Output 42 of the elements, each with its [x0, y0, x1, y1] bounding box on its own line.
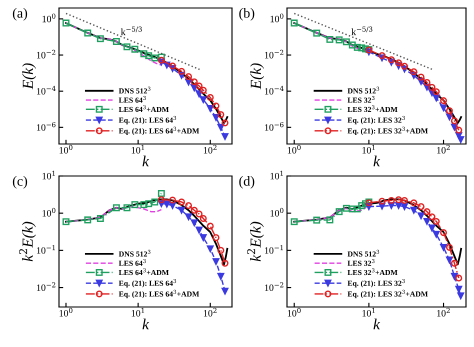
y-tick-label: 10$^{−6}$ [264, 122, 284, 131]
x-tick-label: 10$^{0}$ [288, 144, 301, 154]
x-tick-label: 10$^{1}$ [132, 308, 144, 317]
x-tick-label: 10$^{1}$ [362, 144, 375, 154]
y-tick-label: 10$^{−6}$ [36, 122, 56, 131]
x-axis-title: k [374, 156, 380, 166]
chart-title: (a) [12, 8, 28, 21]
x-tick-label: 10$^{0}$ [288, 308, 301, 317]
y-tick-label: 10$^{−4}$ [264, 86, 284, 95]
x-tick-label: 10$^{1}$ [132, 144, 144, 154]
y-tick-label: 10$^{0}$ [42, 14, 56, 22]
chart-title: (b) [239, 8, 254, 21]
y-axis-title: E(k) [22, 63, 36, 90]
y-tick-label: 10$^{−4}$ [36, 86, 56, 95]
y-axis-title: k$^{2}$E(k) [19, 222, 36, 262]
y-tick-label: 10$^{0}$ [270, 208, 284, 217]
y-tick-label: 10$^{−2}$ [264, 282, 284, 291]
y-tick-label: 10$^{−1}$ [36, 245, 55, 254]
x-tick-label: 10$^{0}$ [60, 308, 72, 317]
y-axis-title: E(k) [250, 63, 264, 90]
x-tick-label: 10$^{2}$ [437, 308, 450, 317]
y-axis-title: k$^{2}$E(k) [247, 222, 264, 262]
x-tick-label: 10$^{2}$ [204, 144, 217, 154]
x-axis-title: k [374, 318, 380, 330]
chart-title: (c) [12, 176, 28, 189]
y-tick-label: 10$^{1}$ [42, 170, 55, 180]
x-tick-label: 10$^{0}$ [60, 144, 72, 154]
x-tick-label: 10$^{2}$ [204, 308, 217, 317]
annotation: k$^{−5/3}$ [351, 26, 372, 36]
x-axis-title: k [142, 156, 150, 166]
y-tick-label: 10$^{−1}$ [264, 245, 283, 254]
chart-title: (d) [239, 176, 254, 189]
y-tick-label: 10$^{1}$ [270, 170, 283, 180]
y-tick-label: 10$^{−2}$ [264, 50, 284, 58]
y-tick-label: 10$^{−2}$ [36, 50, 56, 58]
annotation: k$^{−5/3}$ [120, 26, 142, 36]
x-axis-title: k [142, 318, 150, 330]
y-tick-label: 10$^{−2}$ [36, 282, 56, 291]
x-tick-label: 10$^{1}$ [362, 308, 375, 317]
y-tick-label: 10$^{0}$ [42, 208, 56, 217]
y-tick-label: 10$^{0}$ [270, 14, 284, 22]
x-tick-label: 10$^{2}$ [437, 144, 450, 154]
